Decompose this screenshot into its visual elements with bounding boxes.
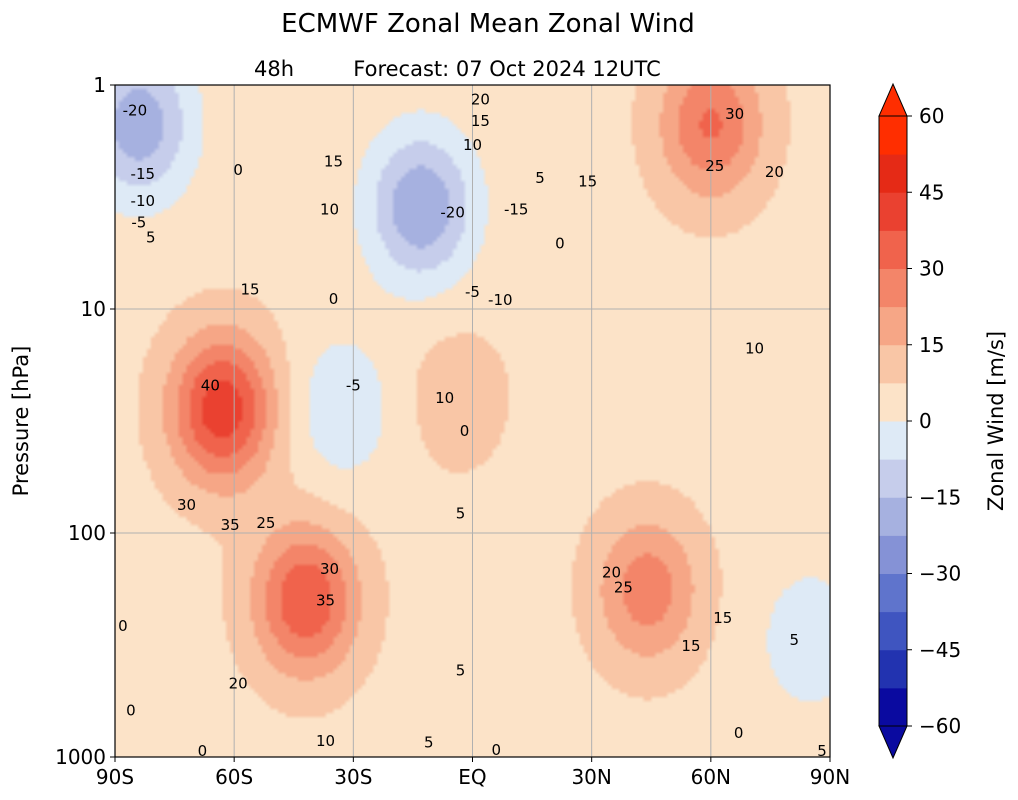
contour-label: 5	[456, 505, 466, 523]
y-tick-label: 10	[81, 297, 106, 321]
contour-label: 0	[198, 742, 208, 760]
contour-label: 10	[463, 136, 482, 154]
colorbar-tick-label: −60	[919, 714, 961, 738]
contour-label: 10	[745, 339, 764, 357]
contour-label: -10	[131, 192, 156, 210]
contour-label: 15	[471, 112, 490, 130]
colorbar	[878, 82, 908, 760]
colorbar-segment	[879, 611, 907, 651]
colorbar-segment	[879, 687, 907, 727]
contour-label: 0	[460, 422, 470, 440]
contour-label: 30	[177, 496, 196, 514]
colorbar-segment	[879, 154, 907, 193]
contour-label: 35	[316, 591, 335, 609]
chart-title: ECMWF Zonal Mean Zonal Wind	[281, 9, 695, 39]
colorbar-segment	[879, 573, 907, 613]
contour-label: -15	[504, 201, 529, 219]
colorbar-segment	[879, 649, 907, 689]
contour-label: 0	[734, 724, 744, 742]
colorbar-extend-max	[878, 82, 908, 117]
x-tick-label: 30N	[571, 765, 611, 789]
contour-label: -5	[465, 283, 480, 301]
x-tick-label: 60S	[215, 765, 253, 789]
colorbar-tick-label: 15	[919, 333, 944, 357]
contour-label: 5	[424, 733, 434, 751]
colorbar-label: Zonal Wind [m/s]	[984, 331, 1008, 511]
contour-label: 0	[555, 234, 565, 252]
contour-label: 5	[789, 631, 799, 649]
colorbar-segment	[879, 268, 907, 308]
colorbar-tick-label: 0	[919, 409, 932, 433]
colorbar-segment	[879, 344, 907, 384]
colorbar-tick-label: −15	[919, 485, 961, 509]
y-axis-ticks: 1 10 100 1000	[55, 73, 115, 769]
y-axis-label: Pressure [hPa]	[9, 346, 33, 497]
contour-label: 40	[201, 377, 220, 395]
colorbar-segment	[879, 535, 907, 574]
contour-label: 15	[241, 281, 260, 299]
colorbar-segment	[879, 497, 907, 536]
colorbar-tick-label: 30	[919, 257, 944, 281]
contour-label: 15	[713, 609, 732, 627]
contour-label: 5	[817, 742, 827, 760]
y-tick-label: 100	[68, 521, 106, 545]
contour-label: 15	[578, 173, 597, 191]
contour-label: 0	[492, 741, 502, 759]
x-axis-ticks: 90S 60S 30S EQ 30N 60N 90N	[96, 757, 850, 789]
colorbar-tick-label: 60	[919, 104, 944, 128]
y-tick-label: 1000	[55, 745, 106, 769]
contour-label: 0	[329, 290, 339, 308]
contour-label: 5	[456, 661, 466, 679]
contour-label: 25	[705, 157, 724, 175]
colorbar-segment	[879, 421, 907, 460]
contour-label: -5	[131, 213, 146, 231]
x-tick-label: 90N	[810, 765, 850, 789]
colorbar-tick-label: −45	[919, 638, 961, 662]
y-tick-label: 1	[93, 73, 106, 97]
contour-label: 10	[435, 389, 454, 407]
colorbar-tick-label: 45	[919, 180, 944, 204]
contour-label: -20	[440, 203, 465, 221]
contour-label: -10	[488, 291, 513, 309]
contour-label: 20	[765, 163, 784, 181]
colorbar-segment	[879, 116, 907, 155]
x-tick-label: 60N	[691, 765, 731, 789]
contour-label: 0	[118, 617, 128, 635]
contour-label: 20	[602, 563, 621, 581]
contour-label: 20	[229, 675, 248, 693]
contour-label: 0	[233, 161, 243, 179]
colorbar-segment	[879, 306, 907, 346]
contour-label: 10	[316, 732, 335, 750]
contour-label: -5	[346, 377, 361, 395]
contour-label: 15	[324, 153, 343, 171]
x-tick-label: EQ	[458, 765, 486, 789]
contour-label: 5	[535, 169, 545, 187]
colorbar-tick-label: −30	[919, 562, 961, 586]
contour-label: 30	[320, 560, 339, 578]
contour-label: 25	[614, 578, 633, 596]
x-tick-label: 30S	[334, 765, 372, 789]
contour-label: 30	[725, 105, 744, 123]
contour-label: 0	[126, 701, 136, 719]
colorbar-ticks: 60 45 30 15 0 −15 −30 −45 −60	[907, 104, 961, 738]
contour-label: 20	[471, 90, 490, 108]
colorbar-extend-min	[878, 725, 908, 760]
contour-label: 15	[681, 637, 700, 655]
contour-label: 35	[221, 516, 240, 534]
contour-label: 10	[320, 201, 339, 219]
x-tick-label: 90S	[96, 765, 134, 789]
contour-label: 25	[256, 514, 275, 532]
colorbar-segment	[879, 382, 907, 422]
chart-subtitle-forecast: Forecast: 07 Oct 2024 12UTC	[353, 57, 660, 81]
colorbar-segment	[879, 230, 907, 269]
contour-label: -15	[131, 165, 156, 183]
contour-label: 5	[146, 229, 156, 247]
colorbar-segment	[879, 459, 907, 498]
contour-label: -20	[123, 102, 148, 120]
chart-subtitle-run: 48h	[254, 57, 294, 81]
colorbar-segment	[879, 192, 907, 231]
